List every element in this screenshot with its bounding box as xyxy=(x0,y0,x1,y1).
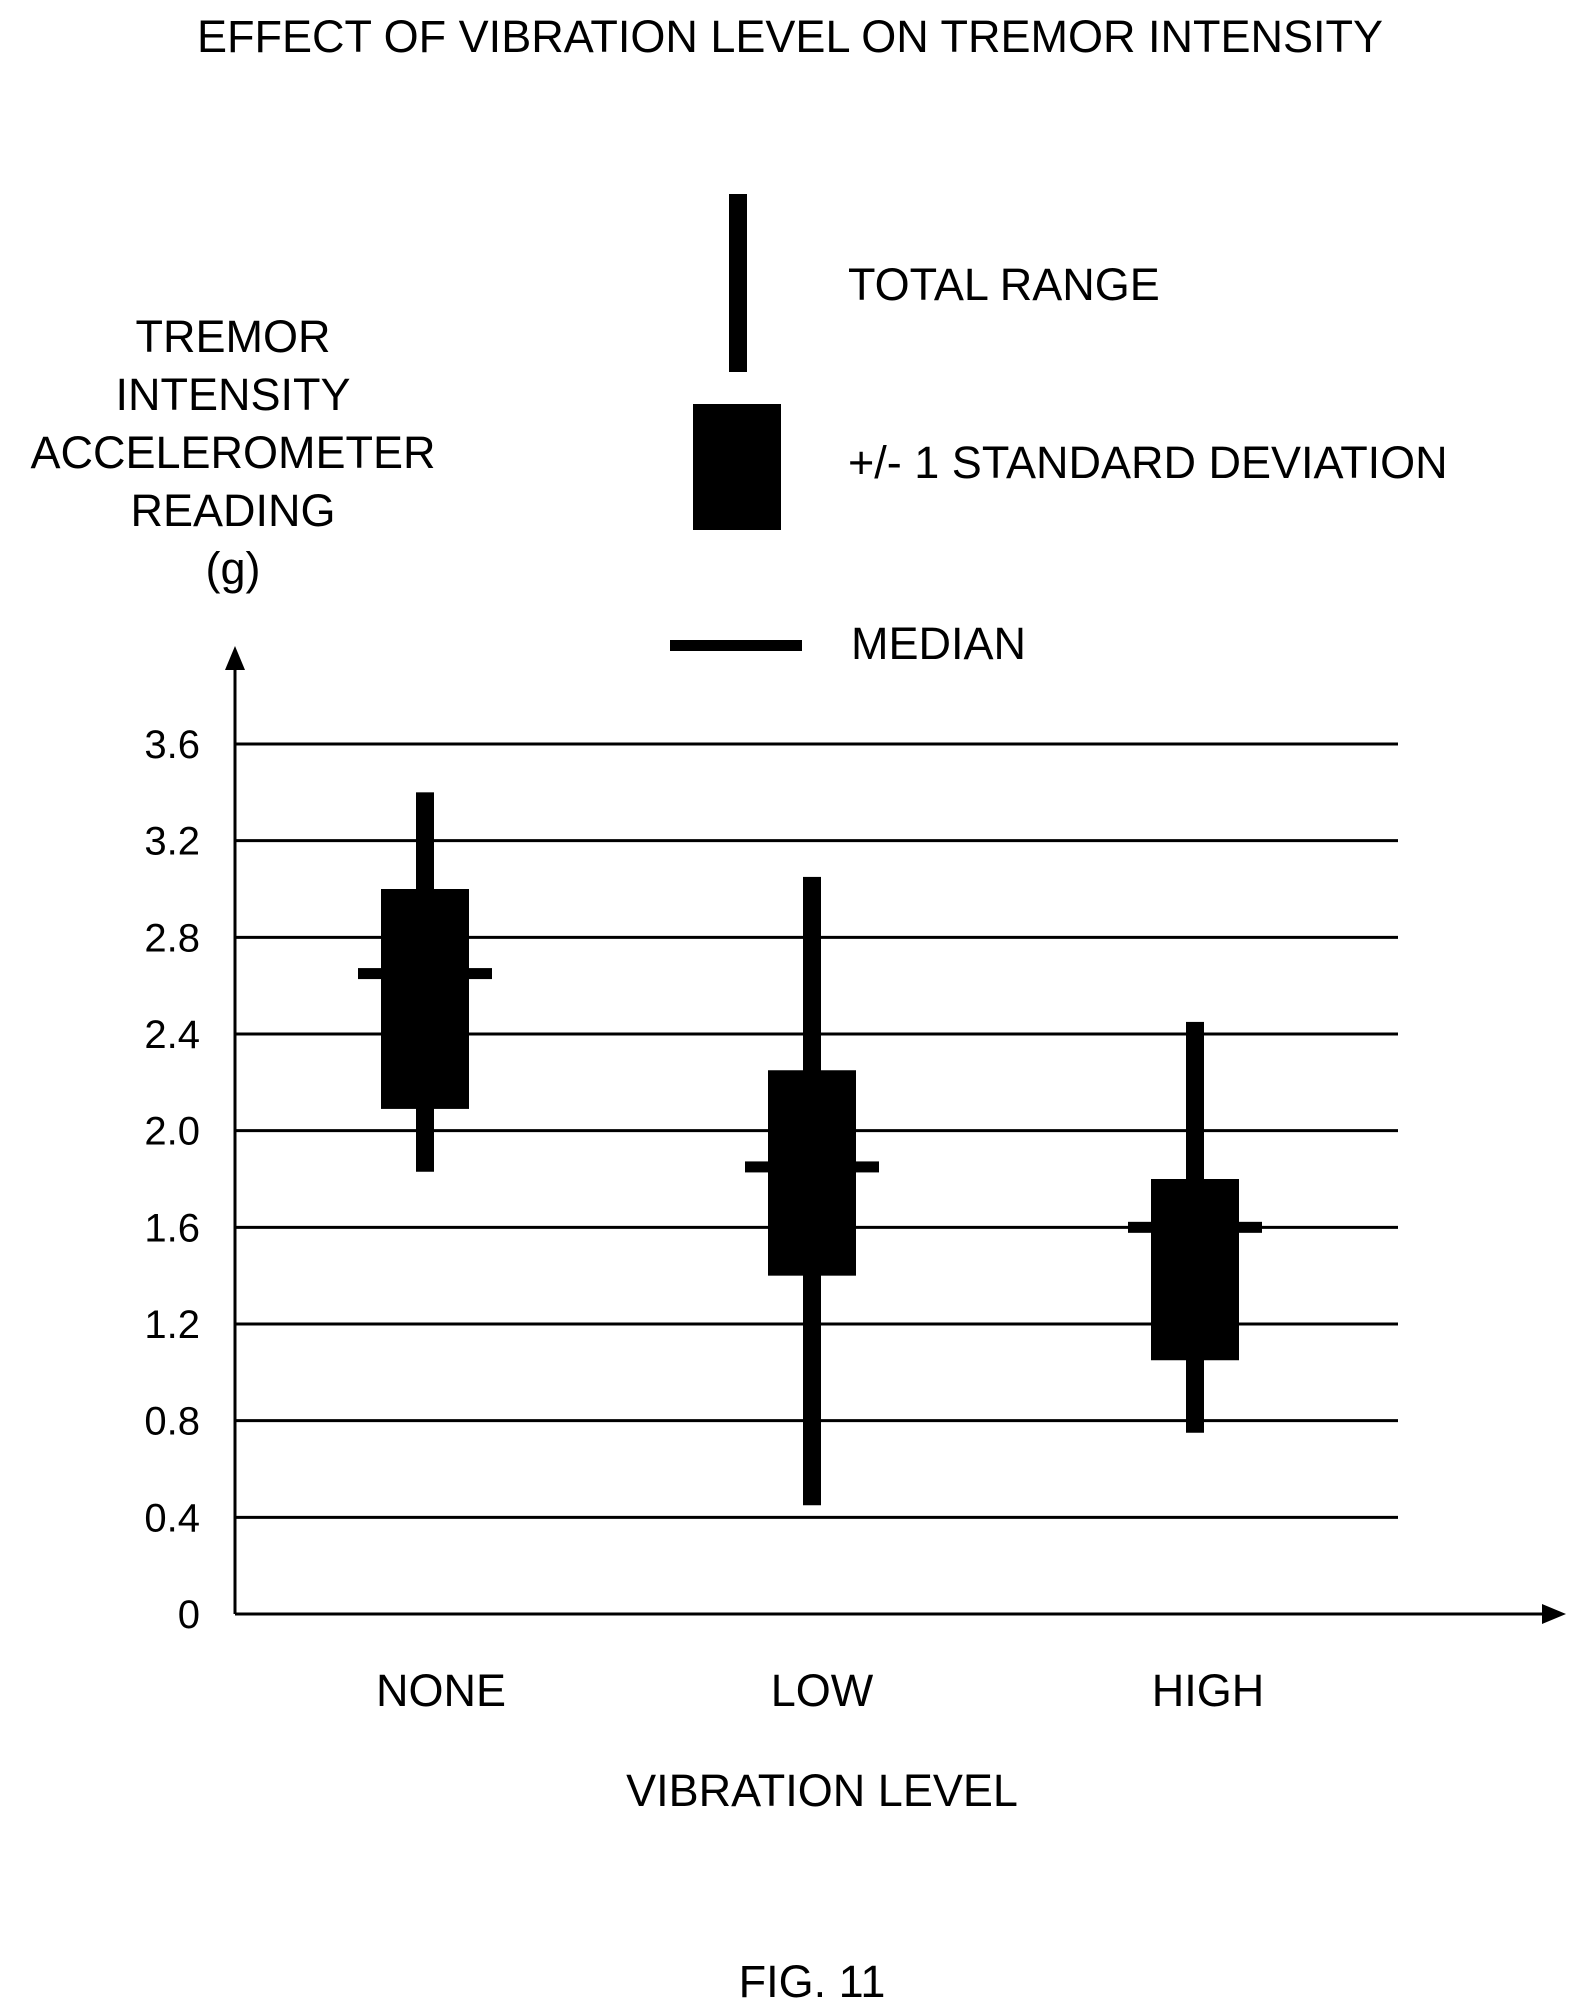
median-marker xyxy=(745,1161,879,1173)
y-axis-label-line-5: (g) xyxy=(206,543,261,594)
y-tick-label: 2.8 xyxy=(144,916,200,960)
x-tick-labels: NONE LOW HIGH xyxy=(376,1665,1264,1716)
y-axis-label: TREMOR INTENSITY ACCELEROMETER READING (… xyxy=(30,311,435,594)
figure-label: FIG. 11 xyxy=(739,1956,886,2007)
y-axis-label-line-2: INTENSITY xyxy=(115,369,350,420)
sd-box xyxy=(768,1070,856,1276)
box-high xyxy=(1128,1021,1262,1433)
y-axis-arrow xyxy=(225,646,245,670)
median-marker xyxy=(1128,1221,1262,1233)
y-tick-label: 3.2 xyxy=(144,820,200,864)
category-label: LOW xyxy=(771,1665,874,1716)
y-tick-label: 2.4 xyxy=(144,1013,200,1057)
y-tick-label: 0 xyxy=(178,1593,200,1637)
box-low xyxy=(745,876,879,1506)
y-axis-label-line-3: ACCELEROMETER xyxy=(30,427,435,478)
box-series xyxy=(358,792,1262,1506)
legend-median-swatch xyxy=(670,640,802,651)
legend: TOTAL RANGE +/- 1 STANDARD DEVIATION MED… xyxy=(670,194,1448,669)
y-tick-label: 1.2 xyxy=(144,1303,200,1347)
legend-range-swatch xyxy=(729,194,747,372)
sd-box xyxy=(1151,1179,1239,1361)
axes xyxy=(225,646,1566,1624)
category-label: NONE xyxy=(376,1665,506,1716)
box-none xyxy=(358,792,492,1172)
y-tick-labels: 0 0.4 0.8 1.2 1.6 2.0 2.4 2.8 3.2 3.6 xyxy=(144,723,200,1637)
y-tick-label: 2.0 xyxy=(144,1110,200,1154)
y-tick-label: 1.6 xyxy=(144,1206,200,1250)
y-axis-label-line-4: READING xyxy=(130,485,335,536)
y-tick-label: 0.8 xyxy=(144,1400,200,1444)
chart-title: EFFECT OF VIBRATION LEVEL ON TREMOR INTE… xyxy=(197,11,1383,62)
legend-median-label: MEDIAN xyxy=(851,618,1026,669)
y-tick-label: 0.4 xyxy=(144,1496,200,1540)
median-marker xyxy=(358,968,492,980)
sd-box xyxy=(381,889,469,1109)
legend-range-label: TOTAL RANGE xyxy=(848,259,1160,310)
y-tick-label: 3.6 xyxy=(144,723,200,767)
legend-sd-label: +/- 1 STANDARD DEVIATION xyxy=(848,437,1448,488)
y-axis-label-line-1: TREMOR xyxy=(136,311,331,362)
x-axis-arrow xyxy=(1542,1604,1566,1624)
category-label: HIGH xyxy=(1152,1665,1265,1716)
x-axis-label: VIBRATION LEVEL xyxy=(626,1765,1018,1816)
legend-sd-swatch xyxy=(693,404,781,530)
